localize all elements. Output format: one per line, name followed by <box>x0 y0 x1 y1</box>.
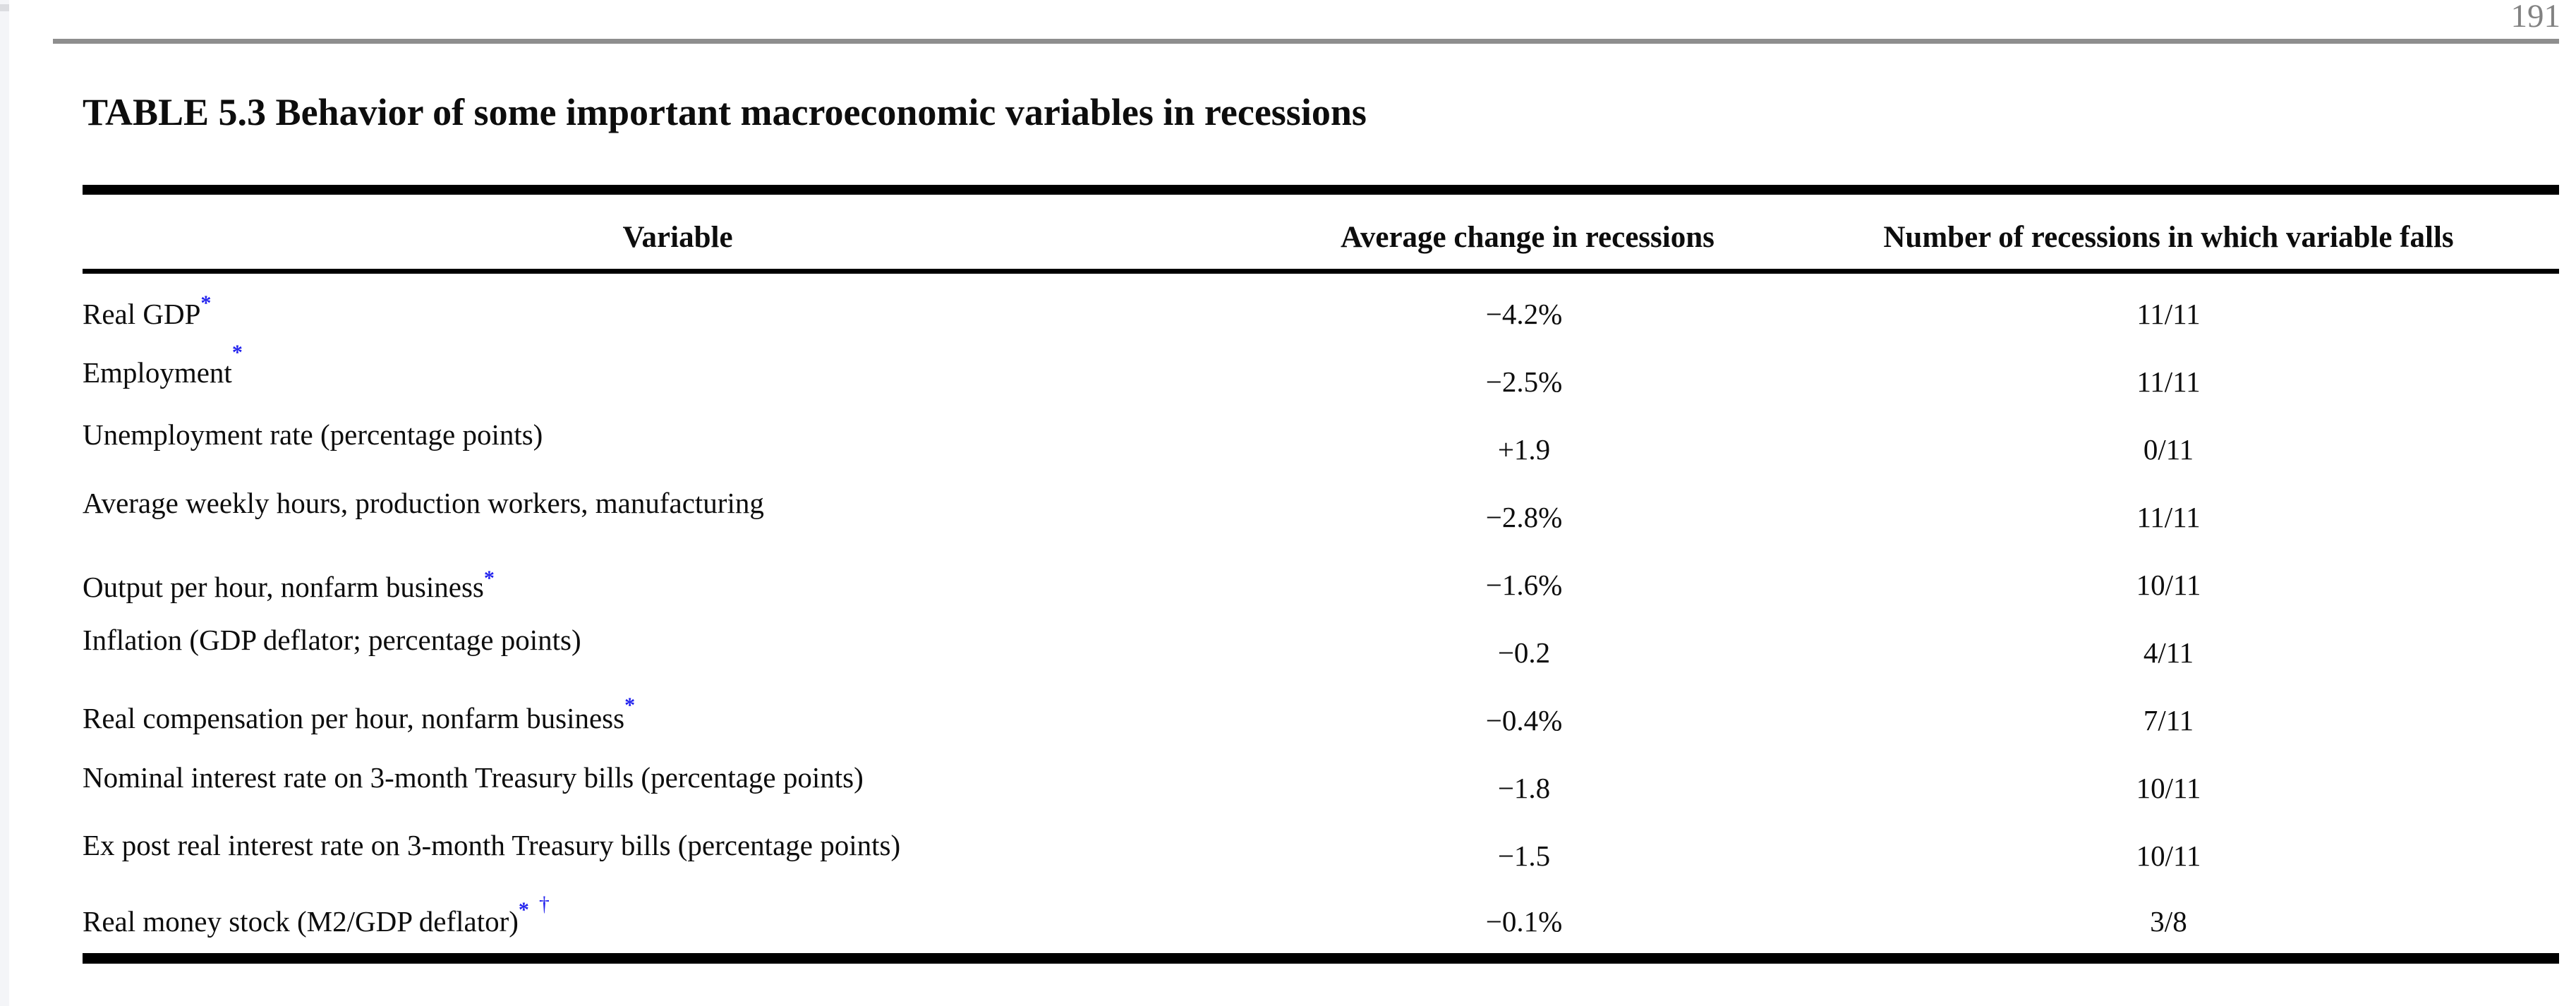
variable-name-cell: Unemployment rate (percentage points) <box>83 416 1341 484</box>
asterisk-footnote-marker[interactable]: * <box>231 340 243 364</box>
table-row: Nominal interest rate on 3-month Treasur… <box>83 755 2559 823</box>
column-header-recessions-falls: Number of recessions in which variable f… <box>1883 220 2454 254</box>
variable-name-cell: Average weekly hours, production workers… <box>83 484 1341 552</box>
column-header-variable: Variable <box>622 220 733 254</box>
variable-name-cell: Nominal interest rate on 3-month Treasur… <box>83 755 1341 823</box>
average-change-value: −1.6% <box>1485 569 1563 602</box>
table-row: Ex post real interest rate on 3-month Tr… <box>83 823 2559 890</box>
asterisk-footnote-marker[interactable]: * <box>200 291 212 315</box>
average-change-value: −4.2% <box>1485 298 1563 331</box>
recessions-falls-value: 0/11 <box>2143 433 2194 466</box>
variable-name: Nominal interest rate on 3-month Treasur… <box>83 761 864 794</box>
recessions-falls-value: 10/11 <box>2136 840 2201 873</box>
recessions-falls-value: 10/11 <box>2136 772 2201 805</box>
table-row: Real compensation per hour, nonfarm busi… <box>83 687 2559 755</box>
average-change-value: −1.8 <box>1497 772 1551 805</box>
recessions-falls-value: 11/11 <box>2136 298 2201 331</box>
table-body: Real GDP* −4.2% 11/11 Employment* −2.5% 11/11… <box>83 271 2559 958</box>
table-row: Output per hour, nonfarm business* −1.6% 1… <box>83 552 2559 619</box>
table-row: Real GDP* −4.2% 11/11 <box>83 281 2559 349</box>
variable-name: Employment* <box>83 340 243 389</box>
variable-name: Real money stock (M2/GDP deflator)* † <box>83 892 550 938</box>
scrollbar-fragment <box>0 4 9 11</box>
recessions-falls-value: 7/11 <box>2143 704 2194 737</box>
page-header-rule <box>53 39 2559 44</box>
recessions-falls-value: 4/11 <box>2143 636 2194 669</box>
column-header-average-change: Average change in recessions <box>1341 220 1715 254</box>
asterisk-footnote-marker[interactable]: * <box>624 693 636 717</box>
variable-name-cell: Output per hour, nonfarm business* <box>83 552 1341 619</box>
average-change-value: −2.8% <box>1485 501 1563 534</box>
macro-variables-table: Variable Average change in recessions Nu… <box>83 185 2559 964</box>
table-row: Inflation (GDP deflator; percentage poin… <box>83 619 2559 687</box>
variable-name: Real compensation per hour, nonfarm busi… <box>83 693 636 735</box>
variable-name-cell: Employment* <box>83 340 1341 416</box>
variable-name: Real GDP* <box>83 291 212 331</box>
average-change-value: −2.5% <box>1485 365 1563 399</box>
average-change-value: −1.5 <box>1497 840 1551 873</box>
recessions-falls-value: 11/11 <box>2136 365 2201 399</box>
recessions-falls-value: 11/11 <box>2136 501 2201 534</box>
variable-name-cell: Real compensation per hour, nonfarm busi… <box>83 687 1341 755</box>
average-change-value: −0.4% <box>1485 704 1563 737</box>
variable-name: Average weekly hours, production workers… <box>83 487 764 520</box>
page-number: 191 <box>2510 0 2561 35</box>
recessions-falls-value: 10/11 <box>2136 569 2201 602</box>
table-row: Real money stock (M2/GDP deflator)* † −0.1… <box>83 890 2559 958</box>
dagger-footnote-marker[interactable]: † <box>538 892 550 916</box>
average-change-value: −0.1% <box>1485 904 1563 938</box>
table-title: TABLE 5.3 Behavior of some important mac… <box>83 91 1367 133</box>
variable-name: Unemployment rate (percentage points) <box>83 418 543 452</box>
variable-name: Output per hour, nonfarm business* <box>83 566 495 604</box>
asterisk-footnote-marker[interactable]: * <box>518 898 529 922</box>
table-header-row: Variable Average change in recessions Nu… <box>83 190 2559 271</box>
variable-name: Ex post real interest rate on 3-month Tr… <box>83 829 901 862</box>
table-row: Employment* −2.5% 11/11 <box>83 340 2559 416</box>
variable-name-cell: Real money stock (M2/GDP deflator)* † <box>83 890 1341 958</box>
page-left-edge <box>0 0 9 1006</box>
recessions-falls-value: 3/8 <box>2150 904 2187 938</box>
variable-name-cell: Ex post real interest rate on 3-month Tr… <box>83 823 1341 890</box>
variable-name-cell: Inflation (GDP deflator; percentage poin… <box>83 619 1341 687</box>
variable-name-cell: Real GDP* <box>83 281 1341 349</box>
table-row: Average weekly hours, production workers… <box>83 484 2559 552</box>
table-top-spacer <box>83 271 2559 281</box>
average-change-value: +1.9 <box>1497 433 1551 466</box>
asterisk-footnote-marker[interactable]: * <box>483 566 495 590</box>
variable-name: Inflation (GDP deflator; percentage poin… <box>83 624 581 657</box>
table-row: Unemployment rate (percentage points) +1.… <box>83 416 2559 484</box>
average-change-value: −0.2 <box>1497 636 1551 669</box>
